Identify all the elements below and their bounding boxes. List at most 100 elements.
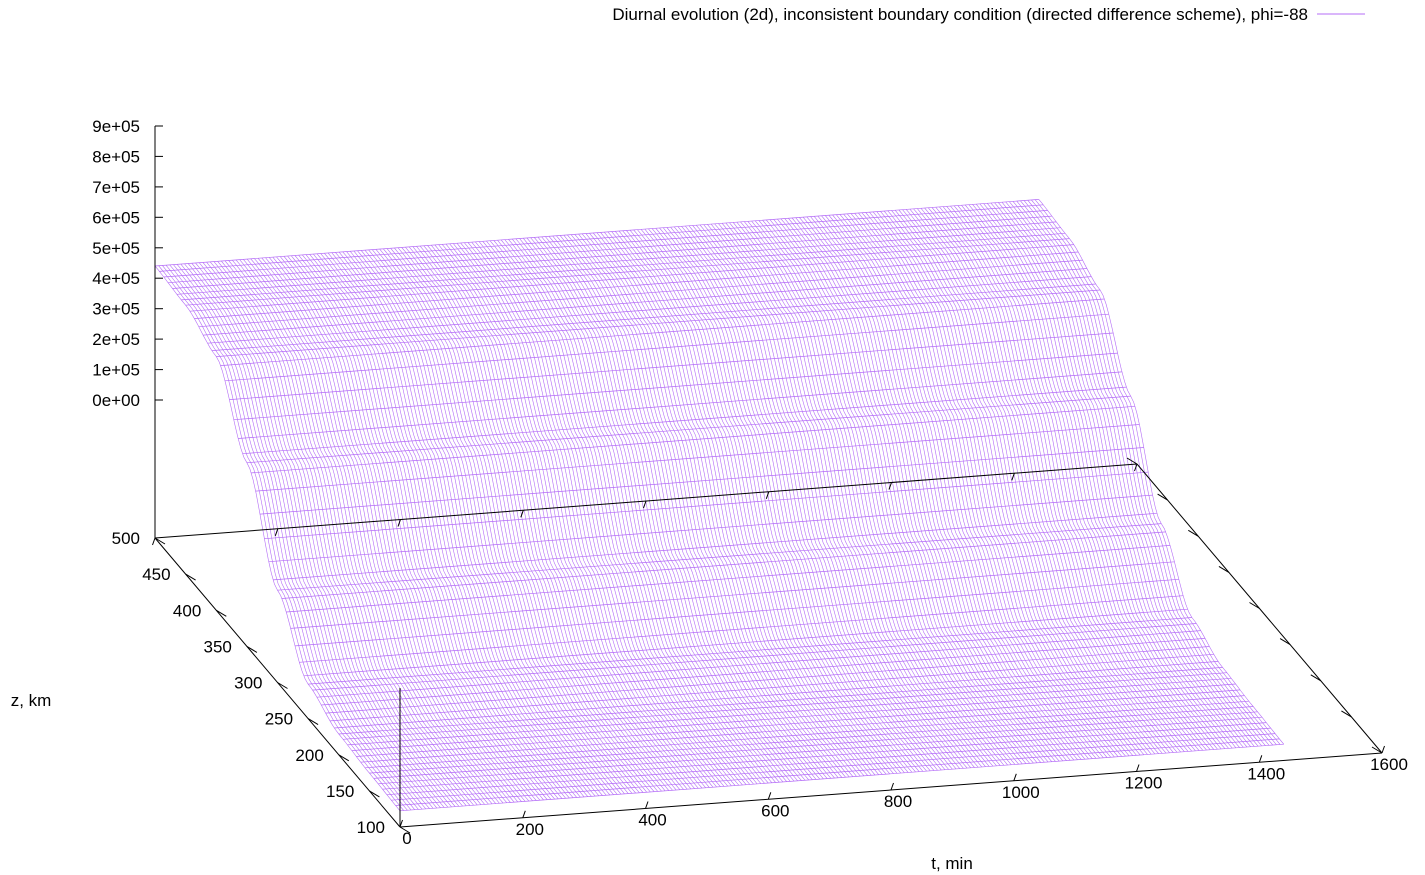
surface-line (743, 221, 990, 767)
surface-line (666, 227, 913, 773)
y-tick-label: 400 (173, 601, 201, 620)
surface-line (195, 262, 441, 808)
surface-line (324, 253, 570, 799)
surface-line (1034, 199, 1281, 745)
y-tick-label: 150 (326, 782, 354, 801)
value-tick-label: 2e+05 (92, 330, 140, 349)
value-tick-label: 0e+00 (92, 391, 140, 410)
surface-line (541, 236, 787, 782)
surface-line (828, 215, 1075, 761)
surface-line (685, 225, 931, 771)
surface-line (677, 226, 924, 772)
surface-line (637, 229, 883, 775)
surface-line (817, 215, 1064, 761)
y-tick-mark (307, 718, 319, 726)
surface-line (791, 217, 1038, 763)
surface-line (360, 250, 607, 796)
surface-line (942, 206, 1189, 752)
surface-line (836, 214, 1082, 760)
surface-line (401, 247, 647, 793)
surface-line (471, 242, 717, 788)
y-tick-mark-right (1371, 746, 1383, 754)
value-tick-label: 6e+05 (92, 208, 140, 227)
surface-line (412, 246, 659, 792)
surface-line (740, 221, 986, 767)
surface-line (887, 210, 1134, 756)
surface-line (629, 230, 876, 776)
surface-line (990, 202, 1237, 748)
surface-line (279, 256, 526, 802)
surface-line (302, 254, 548, 800)
surface-line (453, 243, 699, 789)
surface-line (581, 233, 828, 779)
surface-line (880, 211, 1126, 757)
surface-line (994, 202, 1240, 748)
surface-line (1031, 199, 1277, 745)
surface-line (559, 235, 806, 781)
surface-line (228, 260, 474, 806)
surface-line (920, 208, 1167, 754)
surface-line (209, 261, 456, 807)
surface-line (821, 215, 1067, 761)
surface-line (788, 218, 1034, 764)
surface-line (162, 265, 408, 811)
value-tick-label: 9e+05 (92, 117, 140, 136)
surface-line (489, 240, 736, 786)
surface-line (633, 229, 879, 775)
value-tick-label: 4e+05 (92, 269, 140, 288)
surface-line (276, 256, 522, 802)
surface-line (298, 255, 544, 801)
surface-line (894, 210, 1141, 756)
surface-line (824, 215, 1071, 761)
y-tick-mark-right (1188, 529, 1199, 537)
surface-line (975, 204, 1222, 750)
surface-line (618, 230, 865, 776)
surface-line (261, 257, 508, 803)
y-tick-mark (216, 609, 227, 617)
surface-line (405, 247, 651, 793)
value-tick-label: 7e+05 (92, 178, 140, 197)
surface-line (441, 244, 688, 790)
surface-mesh (154, 199, 1285, 812)
surface-line (1016, 200, 1262, 746)
surface-line (287, 255, 533, 801)
surface-line (729, 222, 975, 768)
surface-line (1023, 200, 1270, 746)
surface-line (736, 222, 983, 768)
y-tick-mark-right (1218, 565, 1230, 573)
surface-line (843, 214, 1089, 760)
x-tick-label: 1600 (1370, 755, 1408, 774)
surface-line (589, 233, 835, 779)
surface-line (972, 204, 1218, 750)
x-tick-mark-back (1134, 463, 1138, 472)
surface-line (961, 205, 1207, 751)
surface-line (917, 208, 1163, 754)
surface-line (1012, 201, 1259, 747)
surface-line (648, 228, 894, 774)
x-tick-mark (399, 819, 403, 828)
surface-line (165, 265, 412, 811)
surface-line (813, 216, 1060, 762)
surface-line (751, 220, 997, 766)
surface-line (699, 224, 946, 770)
surface-line (313, 253, 559, 799)
surface-line (611, 231, 857, 777)
surface-line (397, 247, 644, 793)
surface-line (924, 207, 1170, 753)
surface-line (600, 232, 846, 778)
surface-line (346, 251, 592, 797)
surface-line (718, 223, 964, 769)
y-tick-label: 450 (142, 565, 170, 584)
surface-line (294, 255, 541, 801)
surface-line (349, 251, 596, 797)
surface-line (876, 211, 1123, 757)
surface-line (419, 245, 666, 791)
surface-line (1038, 199, 1285, 745)
surface-line (408, 246, 655, 792)
legend: Diurnal evolution (2d), inconsistent bou… (612, 5, 1365, 24)
surface-line (1001, 202, 1248, 748)
surface-line (810, 216, 1056, 762)
surface-line (998, 202, 1244, 748)
y-tick-mark-right (1249, 602, 1260, 609)
